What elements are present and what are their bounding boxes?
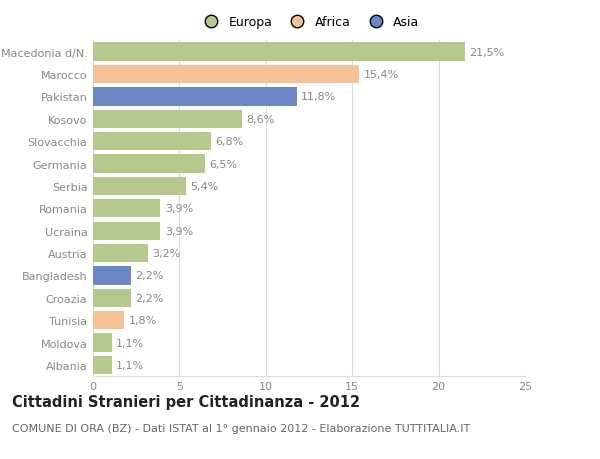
Text: 1,1%: 1,1%: [116, 360, 145, 370]
Bar: [93, 222, 160, 241]
Text: 3,9%: 3,9%: [165, 204, 193, 214]
Bar: [93, 356, 112, 375]
Text: 2,2%: 2,2%: [136, 293, 164, 303]
Bar: [93, 200, 160, 218]
Bar: [93, 133, 211, 151]
Bar: [93, 334, 112, 352]
Bar: [93, 267, 131, 285]
Text: 11,8%: 11,8%: [301, 92, 337, 102]
Text: 1,1%: 1,1%: [116, 338, 145, 348]
Bar: [93, 289, 131, 308]
Bar: [93, 66, 359, 84]
Text: 2,2%: 2,2%: [136, 271, 164, 281]
Legend: Europa, Africa, Asia: Europa, Africa, Asia: [196, 14, 422, 32]
Bar: [93, 311, 124, 330]
Bar: [93, 88, 297, 106]
Text: Cittadini Stranieri per Cittadinanza - 2012: Cittadini Stranieri per Cittadinanza - 2…: [12, 394, 360, 409]
Bar: [93, 177, 187, 196]
Bar: [93, 110, 242, 129]
Text: 5,4%: 5,4%: [191, 181, 219, 191]
Text: COMUNE DI ORA (BZ) - Dati ISTAT al 1° gennaio 2012 - Elaborazione TUTTITALIA.IT: COMUNE DI ORA (BZ) - Dati ISTAT al 1° ge…: [12, 424, 470, 433]
Text: 21,5%: 21,5%: [469, 47, 504, 57]
Text: 6,5%: 6,5%: [209, 159, 238, 169]
Text: 8,6%: 8,6%: [246, 114, 274, 124]
Text: 1,8%: 1,8%: [128, 315, 157, 325]
Bar: [93, 155, 205, 174]
Text: 15,4%: 15,4%: [364, 70, 398, 80]
Bar: [93, 43, 464, 62]
Text: 3,2%: 3,2%: [152, 248, 181, 258]
Text: 3,9%: 3,9%: [165, 226, 193, 236]
Text: 6,8%: 6,8%: [215, 137, 243, 147]
Bar: [93, 244, 148, 263]
